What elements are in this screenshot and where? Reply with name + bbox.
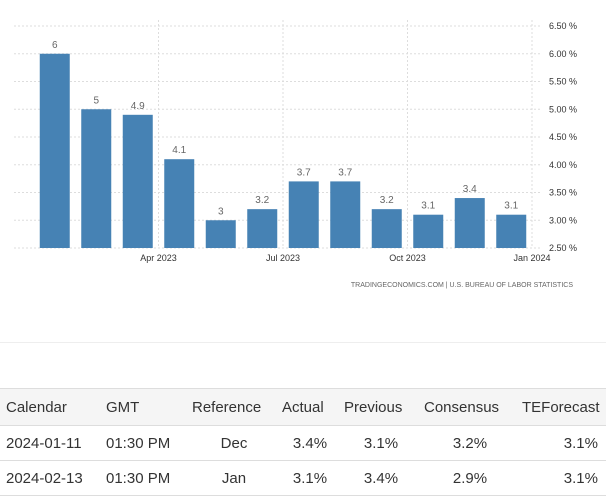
bar xyxy=(454,198,485,248)
bar xyxy=(496,214,527,248)
bar-value-label: 3.2 xyxy=(380,195,394,206)
bar-value-label: 4.9 xyxy=(131,101,145,112)
y-tick-label: 3.50 % xyxy=(549,188,577,198)
bar-value-label: 3.1 xyxy=(421,201,435,212)
bar xyxy=(413,214,444,248)
bar-value-label: 3.7 xyxy=(297,167,311,178)
header-reference: Reference xyxy=(186,388,276,426)
cell-consensus: 2.9% xyxy=(418,460,516,496)
bar xyxy=(164,159,195,248)
cell-teforecast: 3.1% xyxy=(516,425,606,461)
source-credit: TRADINGECONOMICS.COM | U.S. BUREAU OF LA… xyxy=(351,282,573,289)
header-consensus: Consensus xyxy=(418,388,516,426)
bar xyxy=(122,114,153,248)
bar xyxy=(330,181,361,248)
cell-reference: Jan xyxy=(186,460,276,496)
y-tick-label: 6.00 % xyxy=(549,49,577,59)
section-divider xyxy=(0,342,606,343)
header-gmt: GMT xyxy=(100,388,186,426)
cpi-chart: 2.50 % 3.00 % 3.50 % 4.00 % 4.50 % 5.00 % 5.50… xyxy=(14,20,577,289)
y-tick-label: 5.50 % xyxy=(549,77,577,87)
table-row: 2024-01-11 01:30 PM Dec 3.4% 3.1% 3.2% 3… xyxy=(0,425,606,461)
header-calendar: Calendar xyxy=(0,388,100,426)
bar-value-label: 3.7 xyxy=(338,167,352,178)
y-tick-label: 6.50 % xyxy=(549,21,577,31)
x-tick-label: Apr 2023 xyxy=(140,253,177,263)
calendar-table: Calendar GMT Reference Actual Previous C… xyxy=(0,388,606,496)
bar-value-label: 3 xyxy=(218,206,224,217)
bar xyxy=(205,220,236,248)
cell-calendar: 2024-01-11 xyxy=(0,425,100,461)
bar-chart: 2.50 % 3.00 % 3.50 % 4.00 % 4.50 % 5.00 % 5.50… xyxy=(14,20,577,289)
table-row: 2024-02-13 01:30 PM Jan 3.1% 3.4% 2.9% 3… xyxy=(0,460,606,496)
cell-consensus: 3.2% xyxy=(418,425,516,461)
bar xyxy=(81,109,112,248)
y-tick-label: 4.00 % xyxy=(549,160,577,170)
bar xyxy=(288,181,319,248)
header-teforecast: TEForecast xyxy=(516,388,606,426)
bar-value-label: 3.2 xyxy=(255,195,269,206)
bar xyxy=(247,209,278,248)
cell-gmt: 01:30 PM xyxy=(100,425,186,461)
bar-value-label: 6 xyxy=(52,40,58,51)
y-tick-label: 2.50 % xyxy=(549,243,577,253)
bar-value-label: 5 xyxy=(93,95,99,106)
cell-teforecast: 3.1% xyxy=(516,460,606,496)
y-tick-label: 3.00 % xyxy=(549,215,577,225)
bar-value-label: 3.1 xyxy=(504,201,518,212)
cell-calendar: 2024-02-13 xyxy=(0,460,100,496)
cell-actual: 3.1% xyxy=(276,460,338,496)
cell-previous: 3.1% xyxy=(338,425,418,461)
x-tick-label: Oct 2023 xyxy=(389,253,426,263)
x-tick-label: Jul 2023 xyxy=(266,253,300,263)
bar xyxy=(371,209,402,248)
bar-value-label: 4.1 xyxy=(172,145,186,156)
bar-value-label: 3.4 xyxy=(463,184,477,195)
cell-actual: 3.4% xyxy=(276,425,338,461)
x-tick-label: Jan 2024 xyxy=(513,253,550,263)
cell-previous: 3.4% xyxy=(338,460,418,496)
bar xyxy=(39,53,70,248)
header-actual: Actual xyxy=(276,388,338,426)
header-previous: Previous xyxy=(338,388,418,426)
y-tick-label: 4.50 % xyxy=(549,132,577,142)
y-tick-label: 5.00 % xyxy=(549,104,577,114)
cell-gmt: 01:30 PM xyxy=(100,460,186,496)
calendar-header-row: Calendar GMT Reference Actual Previous C… xyxy=(0,388,606,426)
cell-reference: Dec xyxy=(186,425,276,461)
